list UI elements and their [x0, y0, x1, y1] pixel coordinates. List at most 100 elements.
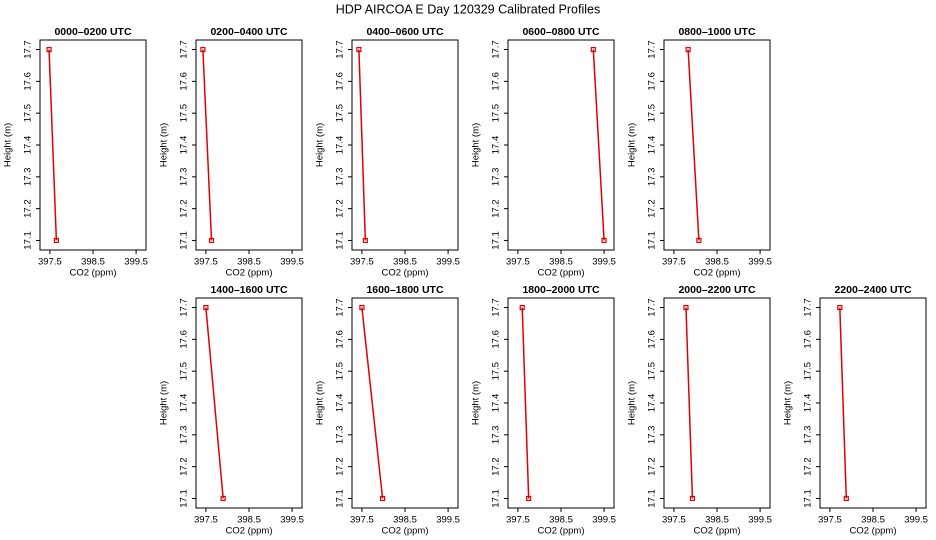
plot-frame: [195, 297, 303, 509]
x-axis-label: CO2 (ppm): [538, 268, 585, 279]
y-axis-label: Height (m): [627, 123, 638, 167]
plot-frame: [507, 297, 615, 509]
y-tick-label: 17.5: [803, 362, 814, 381]
y-tick-label: 17.6: [647, 72, 658, 91]
y-tick-label: 17.4: [491, 136, 502, 155]
y-tick-label: 17.4: [335, 394, 346, 413]
y-tick-label: 17.5: [491, 104, 502, 123]
y-tick-label: 17.5: [335, 362, 346, 381]
profile-line: [521, 307, 530, 499]
y-tick-label: 17.6: [179, 72, 190, 91]
y-tick-label: 17.7: [23, 40, 34, 59]
y-tick-label: 17.7: [179, 298, 190, 317]
y-tick-label: 17.3: [335, 168, 346, 187]
y-tick-label: 17.2: [179, 199, 190, 218]
y-tick-label: 17.3: [179, 168, 190, 187]
point: [837, 304, 843, 311]
y-tick-label: 17.4: [491, 394, 502, 413]
plot-frame: [663, 39, 771, 251]
x-tick-label: 399.5: [904, 515, 928, 526]
x-tick-label: 399.5: [748, 515, 772, 526]
y-axis-label: Height (m): [783, 381, 794, 425]
x-tick-label: 398.5: [81, 257, 105, 268]
y-tick-label: 17.5: [647, 362, 658, 381]
y-tick-label: 17.7: [491, 298, 502, 317]
y-tick-label: 17.5: [335, 104, 346, 123]
profile-line: [205, 307, 224, 499]
point: [203, 304, 209, 311]
y-tick-label: 17.7: [491, 40, 502, 59]
y-tick-label: 17.7: [179, 40, 190, 59]
y-tick-label: 17.1: [647, 231, 658, 250]
plot-frame: [663, 297, 771, 509]
y-tick-label: 17.4: [179, 136, 190, 155]
y-tick-label: 17.2: [23, 199, 34, 218]
y-tick-label: 17.4: [647, 394, 658, 413]
panel-title: 0400–0600 UTC: [366, 26, 443, 38]
y-axis-label: Height (m): [159, 123, 170, 167]
y-tick-label: 17.7: [647, 40, 658, 59]
x-tick-label: 399.5: [748, 257, 772, 268]
x-tick-label: 397.5: [662, 515, 686, 526]
x-axis-label: CO2 (ppm): [226, 526, 273, 537]
y-tick-label: 17.4: [23, 136, 34, 155]
x-axis-label: CO2 (ppm): [538, 526, 585, 537]
y-tick-label: 17.1: [335, 231, 346, 250]
x-axis-label: CO2 (ppm): [226, 268, 273, 279]
x-tick-label: 399.5: [592, 257, 616, 268]
panel-title: 0000–0200 UTC: [54, 26, 131, 38]
panel-title: 0200–0400 UTC: [210, 26, 287, 38]
x-tick-label: 398.5: [237, 515, 261, 526]
y-tick-label: 17.7: [335, 40, 346, 59]
panel-title: 2000–2200 UTC: [678, 284, 755, 296]
x-tick-label: 399.5: [124, 257, 148, 268]
x-tick-label: 399.5: [436, 257, 460, 268]
y-tick-label: 17.3: [335, 426, 346, 445]
point: [359, 304, 365, 311]
x-tick-label: 399.5: [280, 515, 304, 526]
y-axis-label: Height (m): [3, 123, 14, 167]
x-tick-label: 399.5: [436, 515, 460, 526]
x-tick-label: 397.5: [194, 257, 218, 268]
x-tick-label: 398.5: [393, 257, 417, 268]
panel-title: 2200–2400 UTC: [834, 284, 911, 296]
point: [220, 495, 226, 502]
y-tick-label: 17.3: [23, 168, 34, 187]
x-tick-label: 399.5: [592, 515, 616, 526]
y-tick-label: 17.3: [647, 168, 658, 187]
point: [683, 304, 689, 311]
plot-frame: [351, 297, 459, 509]
page-title: HDP AIRCOA E Day 120329 Calibrated Profi…: [336, 2, 600, 16]
y-tick-label: 17.1: [803, 489, 814, 508]
y-tick-label: 17.1: [491, 489, 502, 508]
profile-line: [202, 49, 213, 241]
profile-line: [592, 49, 605, 241]
y-axis-label: Height (m): [471, 123, 482, 167]
point: [843, 495, 849, 502]
y-tick-label: 17.6: [803, 330, 814, 349]
profile-line: [685, 307, 694, 499]
plot-frame: [195, 39, 303, 251]
y-tick-label: 17.3: [491, 426, 502, 445]
profile-line: [358, 49, 367, 241]
panel-title: 1800–2000 UTC: [522, 284, 599, 296]
x-tick-label: 397.5: [350, 515, 374, 526]
point: [519, 304, 525, 311]
y-tick-label: 17.7: [335, 298, 346, 317]
profile-line: [361, 307, 384, 499]
y-axis-label: Height (m): [315, 123, 326, 167]
plot-frame: [351, 39, 459, 251]
x-axis-label: CO2 (ppm): [70, 268, 117, 279]
y-tick-label: 17.2: [647, 457, 658, 476]
y-tick-label: 17.5: [179, 104, 190, 123]
y-tick-label: 17.7: [647, 298, 658, 317]
y-tick-label: 17.1: [23, 231, 34, 250]
x-tick-label: 399.5: [280, 257, 304, 268]
y-tick-label: 17.1: [179, 489, 190, 508]
x-tick-label: 398.5: [549, 257, 573, 268]
y-tick-label: 17.2: [335, 199, 346, 218]
y-tick-label: 17.4: [335, 136, 346, 155]
profile-line: [839, 307, 848, 499]
y-tick-label: 17.5: [23, 104, 34, 123]
x-tick-label: 397.5: [350, 257, 374, 268]
